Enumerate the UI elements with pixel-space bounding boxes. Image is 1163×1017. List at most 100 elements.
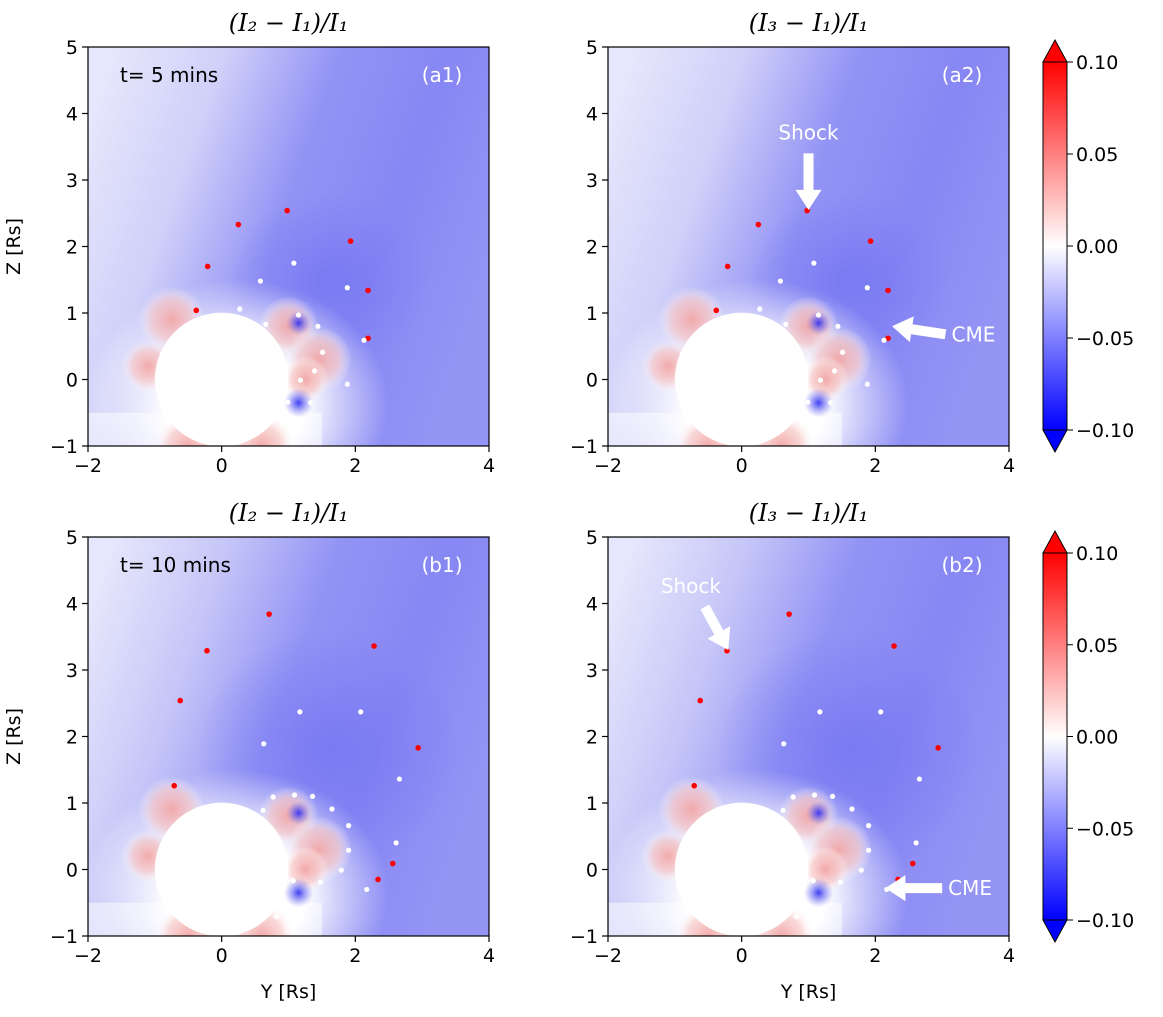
white-point (311, 368, 318, 374)
x-tick-label: 2 (869, 455, 881, 477)
red-point (365, 287, 371, 294)
y-tick-label: 1 (586, 793, 598, 815)
white-point (260, 807, 266, 813)
white-point (810, 878, 816, 884)
y-tick-label: 2 (586, 237, 598, 259)
y-tick-label: 2 (66, 727, 78, 749)
time-label: t= 5 mins (120, 63, 218, 87)
white-point (257, 278, 264, 284)
red-point (235, 221, 242, 228)
red-point (935, 745, 941, 751)
red-point (371, 643, 377, 649)
y-tick-label: 1 (586, 303, 598, 325)
x-tick-label: 4 (483, 945, 495, 967)
y-tick-label: 0 (586, 860, 598, 882)
x-tick-label: −2 (594, 945, 622, 967)
heatmap (608, 537, 1009, 936)
white-point (396, 776, 403, 782)
y-tick-label: 5 (66, 527, 78, 549)
colorbar-tick-label: −0.05 (1076, 328, 1134, 350)
red-point (177, 697, 184, 704)
y-tick-label: 3 (66, 170, 78, 192)
x-axis-label: Y [Rs] (260, 981, 317, 1003)
colorbar-extend-max-icon (1042, 529, 1068, 554)
white-point (297, 915, 304, 921)
white-point (864, 285, 870, 291)
x-tick-label: 0 (736, 945, 748, 967)
y-tick-label: 4 (586, 594, 598, 616)
red-point (885, 335, 891, 342)
red-point (755, 221, 762, 228)
white-point (783, 321, 789, 327)
x-tick-label: 0 (216, 945, 228, 967)
white-point (811, 260, 817, 266)
red-point (713, 307, 720, 314)
negative-region (283, 878, 314, 908)
x-tick-label: 0 (736, 455, 748, 477)
white-point (309, 793, 316, 799)
colorbar-extend-min-icon (1042, 919, 1068, 944)
white-point (757, 306, 763, 312)
x-tick-label: −2 (74, 945, 102, 967)
panel-title: (I₃ − I₁)/I₁ (749, 499, 868, 527)
red-point (266, 611, 272, 617)
colorbar-tick-label: −0.10 (1076, 420, 1134, 442)
y-tick-label: −1 (50, 926, 78, 948)
panel-title: (I₃ − I₁)/I₁ (749, 9, 868, 37)
red-point (885, 287, 891, 294)
y-tick-label: 3 (586, 170, 598, 192)
red-point (909, 860, 916, 867)
y-tick-label: −1 (570, 926, 598, 948)
white-point (291, 792, 298, 798)
white-point (273, 914, 280, 920)
colorbar-tick-label: −0.05 (1076, 818, 1134, 840)
white-point (361, 337, 367, 343)
red-point (204, 647, 210, 654)
colorbar-tick-label: 0.10 (1076, 543, 1118, 565)
heatmap (608, 47, 1009, 446)
panel-label: (b2) (941, 553, 982, 577)
arrow-label-shock: Shock (778, 120, 839, 144)
colorbar-tick-label: 0.10 (1076, 52, 1118, 74)
negative-region (286, 310, 311, 336)
y-tick-label: 2 (586, 727, 598, 749)
white-point (837, 879, 844, 885)
x-tick-label: 2 (349, 945, 361, 967)
white-point (346, 847, 352, 853)
arrow-label-shock: Shock (661, 574, 722, 598)
red-point (171, 782, 178, 789)
white-point (358, 709, 364, 715)
red-point (724, 263, 731, 270)
y-axis-label: Z [Rs] (3, 218, 25, 275)
white-point (237, 306, 243, 312)
white-point (858, 867, 864, 873)
red-point (415, 745, 421, 751)
red-point (347, 238, 354, 244)
x-tick-label: 2 (869, 945, 881, 967)
y-tick-label: 0 (66, 860, 78, 882)
panel-title: (I₂ − I₁)/I₁ (229, 9, 348, 37)
panel-b2: Shock CME (b2) −2 0 2 4 −1 0 1 2 3 4 5 (I₃ − I₁)/I₁ Y [… (570, 499, 1015, 1003)
white-point (393, 840, 399, 846)
panel-label: (b1) (421, 553, 462, 577)
white-point (913, 840, 919, 846)
white-point (344, 285, 350, 291)
occulter-disk (154, 312, 289, 446)
white-point (338, 867, 344, 873)
panel-title: (I₂ − I₁)/I₁ (229, 499, 348, 527)
panel-label: (a1) (422, 63, 463, 87)
red-point (867, 238, 874, 244)
white-point (817, 915, 824, 921)
arrow-cme-icon (885, 875, 943, 902)
white-point (793, 914, 800, 920)
red-point (786, 611, 792, 617)
arrow-cme-icon (892, 316, 947, 343)
x-tick-label: 4 (483, 455, 495, 477)
white-point (285, 399, 291, 405)
red-point (389, 860, 396, 867)
white-point (261, 741, 267, 747)
arrow-shock-icon (795, 153, 822, 210)
arrow-label-cme: CME (948, 876, 992, 900)
white-point (344, 381, 350, 387)
